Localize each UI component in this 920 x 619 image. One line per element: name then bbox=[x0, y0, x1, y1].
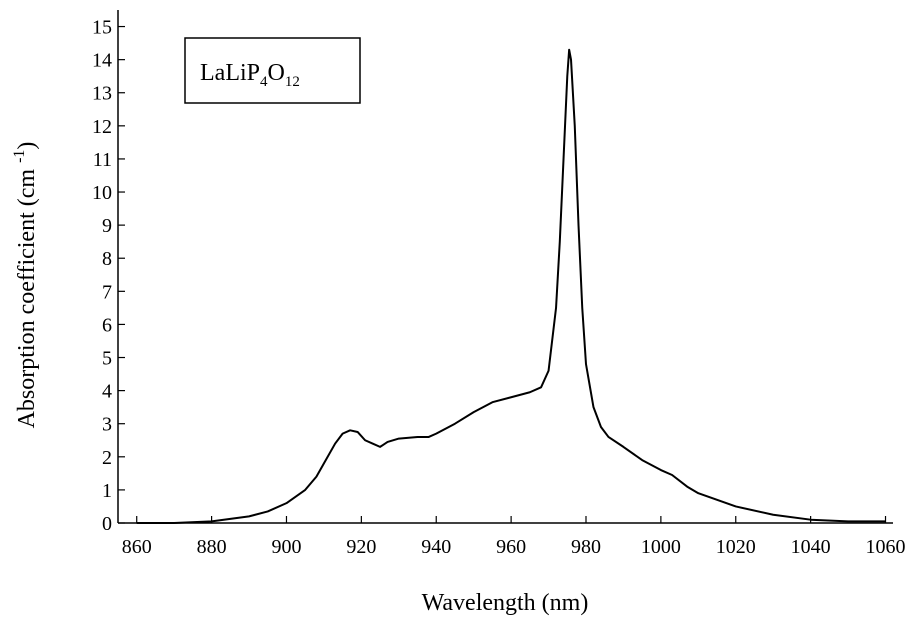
data-line bbox=[136, 48, 886, 524]
y-tick-label: 7 bbox=[102, 281, 112, 303]
y-tick-label: 12 bbox=[92, 116, 112, 138]
x-tick-label: 1060 bbox=[866, 536, 906, 558]
y-tick-label: 6 bbox=[102, 314, 112, 336]
y-tick-label: 3 bbox=[102, 414, 112, 436]
x-tick-label: 1000 bbox=[641, 536, 681, 558]
y-axis-label-main: Absorption coefficient (cm bbox=[14, 169, 40, 429]
y-axis-label-sup: -1 bbox=[11, 150, 28, 163]
y-tick-label: 0 bbox=[102, 513, 112, 535]
x-tick-label: 940 bbox=[421, 536, 451, 558]
y-tick-label: 15 bbox=[92, 17, 112, 39]
annotation: LaLiP4O12 bbox=[200, 60, 300, 90]
x-tick-label: 1020 bbox=[716, 536, 756, 558]
annotation-part: O bbox=[268, 60, 285, 86]
y-tick-label: 4 bbox=[102, 381, 112, 403]
y-tick-label: 1 bbox=[102, 480, 112, 502]
y-tick-label: 13 bbox=[92, 83, 112, 105]
y-tick-label: 10 bbox=[92, 182, 112, 204]
y-tick-label: 9 bbox=[102, 215, 112, 237]
y-axis-label: Absorption coefficient (cm -1) bbox=[11, 142, 40, 429]
x-tick-label: 920 bbox=[346, 536, 376, 558]
annotation-sub: 4 bbox=[260, 74, 268, 90]
x-tick-label: 900 bbox=[271, 536, 301, 558]
y-tick-label: 2 bbox=[102, 447, 112, 469]
y-tick-label: 11 bbox=[93, 149, 112, 171]
x-tick-label: 960 bbox=[496, 536, 526, 558]
x-tick-label: 860 bbox=[122, 536, 152, 558]
x-tick-label: 980 bbox=[571, 536, 601, 558]
y-tick-label: 5 bbox=[102, 348, 112, 370]
x-tick-label: 1040 bbox=[791, 536, 831, 558]
x-tick-label: 880 bbox=[197, 536, 227, 558]
y-tick-label: 14 bbox=[92, 50, 112, 72]
annotation-box bbox=[184, 37, 361, 104]
annotation-part: LaLiP bbox=[200, 60, 260, 86]
y-tick-label: 8 bbox=[102, 248, 112, 270]
x-axis-label: Wavelength (nm) bbox=[422, 590, 589, 616]
annotation-sub: 12 bbox=[285, 74, 300, 90]
y-axis-label-end: ) bbox=[14, 142, 40, 150]
